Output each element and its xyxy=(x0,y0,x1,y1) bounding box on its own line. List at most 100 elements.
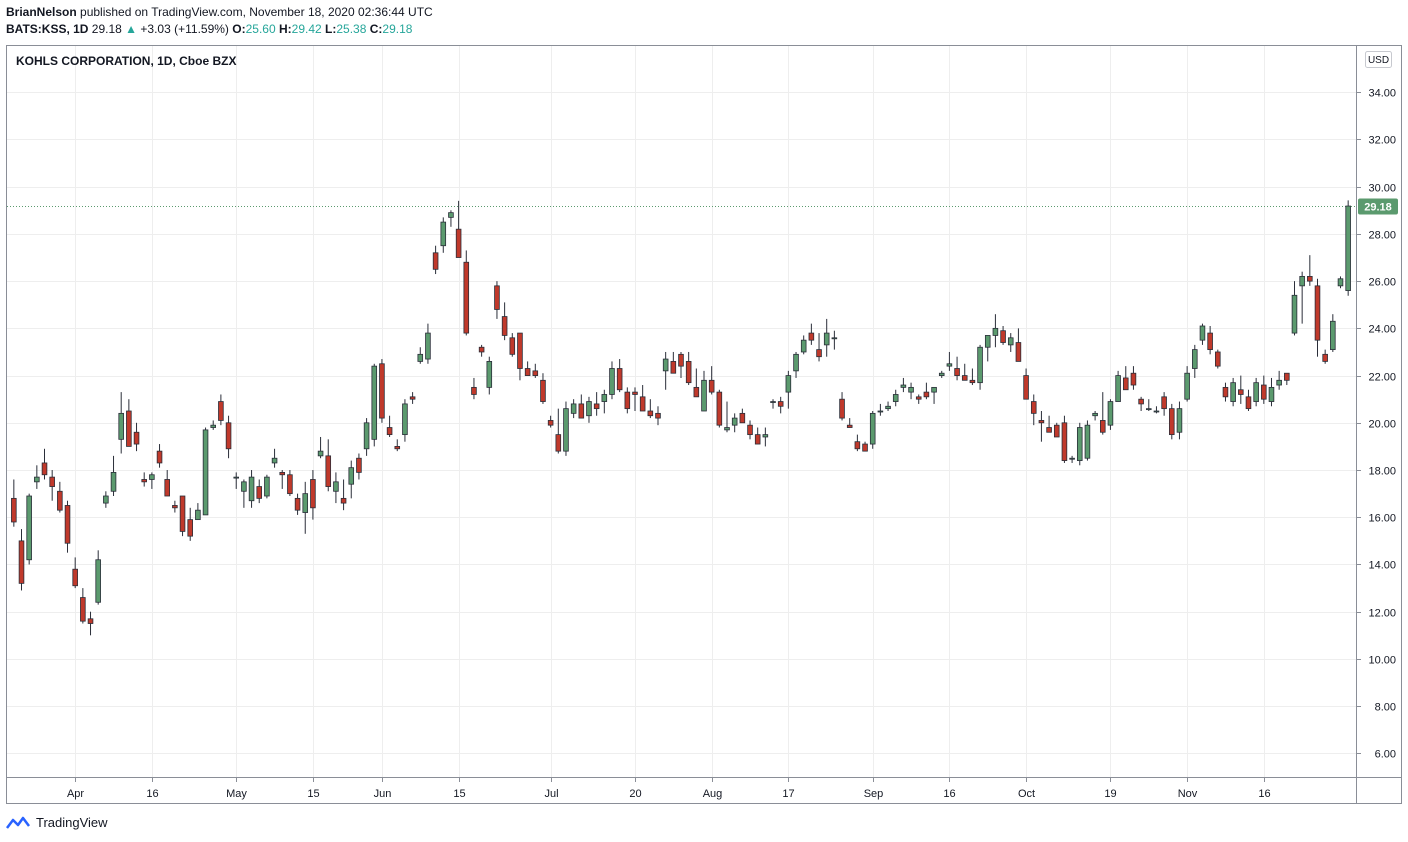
candle-up xyxy=(762,427,769,447)
candle-body xyxy=(678,353,684,367)
candle-body xyxy=(823,332,830,346)
publisher-name[interactable]: BrianNelson xyxy=(6,5,77,19)
candle-up xyxy=(908,382,914,400)
candle-body xyxy=(662,358,669,372)
candle-body xyxy=(593,403,600,410)
candle-body xyxy=(1184,372,1190,400)
candle-body xyxy=(149,474,155,480)
currency-label[interactable]: USD xyxy=(1368,55,1389,66)
candle-body xyxy=(118,412,124,440)
y-tick-label: 8.00 xyxy=(1375,702,1396,714)
candle-down xyxy=(1169,403,1175,440)
candle-down xyxy=(862,441,868,452)
candle-body xyxy=(1107,401,1114,426)
candle-body xyxy=(432,252,439,270)
y-tick-label: 30.00 xyxy=(1368,183,1396,195)
candle-up xyxy=(1084,420,1091,461)
y-tick-label: 20.00 xyxy=(1368,419,1396,431)
candle-body xyxy=(777,401,784,407)
candle-down xyxy=(87,611,94,636)
candle-body xyxy=(233,476,240,479)
currency-button[interactable]: USD xyxy=(1365,51,1392,68)
x-tick-label: Sep xyxy=(864,788,884,800)
candle-body xyxy=(294,497,301,511)
candle-body xyxy=(1314,285,1321,341)
candle-down xyxy=(340,479,347,511)
candle-body xyxy=(831,337,838,340)
candle-down xyxy=(593,392,600,416)
candle-up xyxy=(333,472,339,504)
y-tick-label: 18.00 xyxy=(1368,466,1396,478)
candle-body xyxy=(425,332,431,360)
candle-body xyxy=(110,471,117,492)
price-axis[interactable]: 6.00 8.00 10.00 12.00 14.00 16.00 18.00 20.00 22… xyxy=(1356,88,1396,761)
candle-up xyxy=(1115,370,1121,402)
candle-body xyxy=(49,476,55,487)
candle-body xyxy=(218,401,224,421)
time-axis[interactable]: Apr 16 May 15 Jun 15 Jul 20 Aug 17 Sep 16 Oct 19 Nov 16 xyxy=(67,777,1271,800)
candle-up xyxy=(570,399,577,419)
tradingview-logo-icon xyxy=(6,816,30,829)
low-value: 25.38 xyxy=(336,22,367,36)
candle-up xyxy=(317,436,324,459)
candle-down xyxy=(187,507,193,541)
candle-body xyxy=(977,346,983,384)
candle-down xyxy=(954,356,960,381)
candle-up xyxy=(831,330,838,350)
candle-body xyxy=(808,332,815,341)
candle-body xyxy=(1261,384,1267,400)
candle-body xyxy=(731,417,738,426)
close-value: 29.18 xyxy=(382,22,413,36)
y-tick-label: 22.00 xyxy=(1368,372,1396,384)
candle-body xyxy=(708,379,715,393)
candle-body xyxy=(846,424,853,428)
candle-body xyxy=(455,228,462,258)
candlestick-chart[interactable]: 6.00 8.00 10.00 12.00 14.00 16.00 18.00 20.00 22… xyxy=(6,45,1402,805)
candle-body xyxy=(931,386,937,393)
candle-body xyxy=(1307,276,1313,282)
chart-border xyxy=(6,45,1402,804)
candle-down xyxy=(685,351,692,386)
candle-body xyxy=(1115,375,1121,402)
candle-up xyxy=(95,550,101,605)
candle-body xyxy=(1046,427,1052,433)
candle-body xyxy=(225,422,232,450)
candle-body xyxy=(1092,412,1098,417)
candle-up xyxy=(202,427,209,516)
chart-frame[interactable]: 6.00 8.00 10.00 12.00 14.00 16.00 18.00 20.00 22… xyxy=(6,45,1402,805)
y-tick-label: 34.00 xyxy=(1368,88,1396,100)
candle-down xyxy=(64,500,71,553)
candle-body xyxy=(578,403,585,419)
candle-body xyxy=(1122,377,1129,391)
candle-up xyxy=(1092,411,1098,421)
candle-up xyxy=(701,370,707,412)
candle-up xyxy=(892,389,899,407)
x-tick-label: Nov xyxy=(1178,788,1198,800)
candle-up xyxy=(1199,323,1206,345)
candle-body xyxy=(586,401,592,417)
currency-button-box[interactable] xyxy=(1365,51,1392,68)
candle-body xyxy=(862,443,868,452)
candle-down xyxy=(256,479,263,504)
candle-up xyxy=(417,347,424,364)
y-tick-label: 10.00 xyxy=(1368,655,1396,667)
x-tick-label: 20 xyxy=(629,788,641,800)
candle-body xyxy=(1023,375,1029,400)
candle-down xyxy=(455,200,462,258)
x-tick-label: Apr xyxy=(67,788,84,800)
candle-down xyxy=(463,250,470,336)
candle-body xyxy=(325,455,332,487)
tradingview-logo[interactable]: TradingView xyxy=(6,815,108,830)
candle-up xyxy=(440,217,447,253)
y-tick-label: 6.00 xyxy=(1375,749,1396,761)
candle-body xyxy=(1322,353,1328,362)
candle-down xyxy=(808,323,815,345)
candle-down xyxy=(616,359,623,393)
candle-body xyxy=(1276,379,1282,386)
candle-down xyxy=(915,394,922,404)
candle-down xyxy=(1023,368,1029,400)
candle-up xyxy=(1176,401,1183,440)
candle-down xyxy=(655,406,661,426)
grid-lines xyxy=(7,46,1356,777)
candle-body xyxy=(64,505,71,544)
